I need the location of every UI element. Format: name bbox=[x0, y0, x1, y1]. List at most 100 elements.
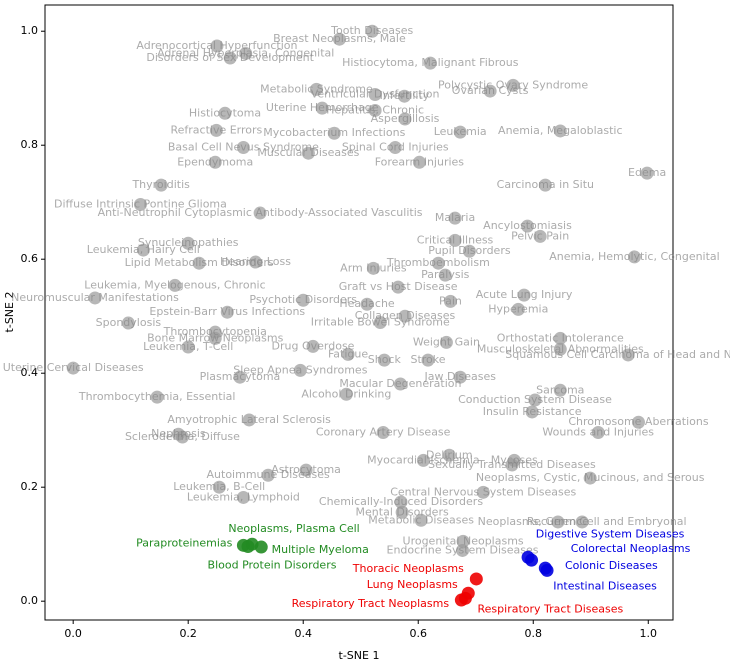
point bbox=[332, 32, 346, 46]
point-label: Critical Illness bbox=[417, 233, 494, 246]
y-tick-label: 1.0 bbox=[21, 24, 39, 37]
x-tick-label: 0.0 bbox=[64, 627, 82, 640]
point-label: Diffuse Intrinsic Pontine Glioma bbox=[54, 197, 227, 210]
point-label: Fatigue bbox=[328, 347, 368, 360]
point-label: Breast Neoplasms, Male bbox=[273, 32, 406, 45]
point-label: Central Nervous System Diseases bbox=[390, 485, 576, 498]
point bbox=[505, 458, 519, 472]
point-label: Muscular Diseases bbox=[257, 146, 359, 159]
point-label: Delirium bbox=[426, 448, 473, 461]
point bbox=[525, 405, 539, 419]
point bbox=[398, 309, 412, 323]
point bbox=[376, 425, 390, 439]
point-label: Digestive System Diseases bbox=[536, 527, 685, 540]
point-label: Lipid Metabolism Disorders bbox=[125, 256, 274, 269]
point-label: Ventricular Dysfunction bbox=[311, 87, 440, 100]
point-label: Leukemia, T-Cell bbox=[143, 340, 233, 353]
point-label: Psychotic Disorders bbox=[249, 293, 357, 306]
point bbox=[296, 293, 310, 307]
point-label: Pupil Disorders bbox=[428, 244, 511, 257]
point-label: Jaw Diseases bbox=[423, 370, 496, 383]
point-label: Weight Gain bbox=[413, 335, 480, 348]
point bbox=[293, 363, 307, 377]
x-tick-label: 1.0 bbox=[640, 627, 658, 640]
point-label: Plasmacytoma bbox=[200, 370, 281, 383]
point-label: Hepatitis, Chronic bbox=[326, 103, 424, 116]
point-label: Acute Lung Injury bbox=[476, 288, 573, 301]
point-label: Anemia, Megaloblastic bbox=[498, 124, 622, 137]
point bbox=[315, 101, 329, 115]
point-label: Histiocytoma, Malignant Fibrous bbox=[342, 56, 519, 69]
point-label: Scleroderma, Diffuse bbox=[125, 430, 240, 443]
point bbox=[341, 347, 355, 361]
point bbox=[218, 106, 232, 120]
point bbox=[66, 361, 80, 375]
point-label: Aspergillosis bbox=[371, 112, 440, 125]
point bbox=[398, 112, 412, 126]
point bbox=[360, 297, 374, 311]
point-label: Uterine Cervical Diseases bbox=[3, 361, 144, 374]
point-label: Endocrine System Diseases bbox=[387, 543, 539, 556]
point-label: Respiratory Tract Diseases bbox=[478, 602, 624, 615]
point-label: Blood Protein Disorders bbox=[208, 558, 337, 571]
point bbox=[212, 480, 226, 494]
point-label: Leukemia, Myelogenous, Chronic bbox=[84, 278, 265, 291]
point-label: Lung Neoplasms bbox=[367, 578, 458, 591]
point bbox=[88, 291, 102, 305]
point-label: Hyperemia bbox=[488, 302, 548, 315]
point-label: Conduction System Disease bbox=[458, 393, 612, 406]
point bbox=[469, 572, 483, 586]
point-label: Hearing Loss bbox=[220, 255, 291, 268]
y-axis-label: t-SNE 2 bbox=[3, 292, 16, 333]
point-label: Alcohol Drinking bbox=[301, 387, 391, 400]
point-label: Neoplasms, Cystic, Mucinous, and Serous bbox=[476, 471, 705, 484]
point bbox=[306, 339, 320, 353]
point bbox=[423, 56, 437, 70]
point bbox=[368, 87, 382, 101]
point bbox=[553, 124, 567, 138]
point bbox=[591, 425, 605, 439]
point bbox=[412, 155, 426, 169]
point bbox=[239, 46, 253, 60]
point bbox=[394, 495, 408, 509]
point-label: Autoimmune Diseases bbox=[207, 468, 330, 481]
point bbox=[476, 485, 490, 499]
point bbox=[511, 302, 525, 316]
point bbox=[208, 331, 222, 345]
point bbox=[209, 123, 223, 137]
point bbox=[627, 250, 641, 264]
point bbox=[397, 89, 411, 103]
point-label: Respiratory Tract Neoplasms bbox=[292, 597, 450, 610]
point bbox=[253, 206, 267, 220]
point bbox=[261, 468, 275, 482]
point bbox=[154, 178, 168, 192]
point-label: Nephrosis bbox=[151, 427, 206, 440]
point bbox=[640, 166, 654, 180]
point-label: Anemia, Hemolytic, Congenital bbox=[549, 250, 720, 263]
point-label: Mental Disorders bbox=[356, 505, 449, 518]
point-label: Orthostatic Intolerance bbox=[497, 331, 624, 344]
point bbox=[458, 591, 472, 605]
point bbox=[462, 244, 476, 258]
point bbox=[438, 268, 452, 282]
point bbox=[439, 335, 453, 349]
point bbox=[220, 305, 234, 319]
point bbox=[456, 543, 470, 557]
point bbox=[192, 256, 206, 270]
point bbox=[121, 316, 135, 330]
point-label: Leukemia, B-Cell bbox=[173, 480, 265, 493]
point bbox=[181, 340, 195, 354]
point-label: Metabolic Syndrome bbox=[260, 82, 373, 95]
point-label: Colonic Diseases bbox=[565, 559, 658, 572]
point-label: Leukemia, Hairy Cell bbox=[87, 243, 200, 256]
point bbox=[453, 370, 467, 384]
point bbox=[421, 353, 435, 367]
point bbox=[443, 294, 457, 308]
point-label: Disorders of Sex Development bbox=[146, 51, 314, 64]
point bbox=[241, 539, 255, 553]
point-label: Histiocytoma bbox=[189, 106, 261, 119]
point bbox=[517, 288, 531, 302]
x-tick-label: 0.6 bbox=[409, 627, 427, 640]
point bbox=[553, 331, 567, 345]
point-label: Insulin Resistance bbox=[483, 405, 582, 418]
